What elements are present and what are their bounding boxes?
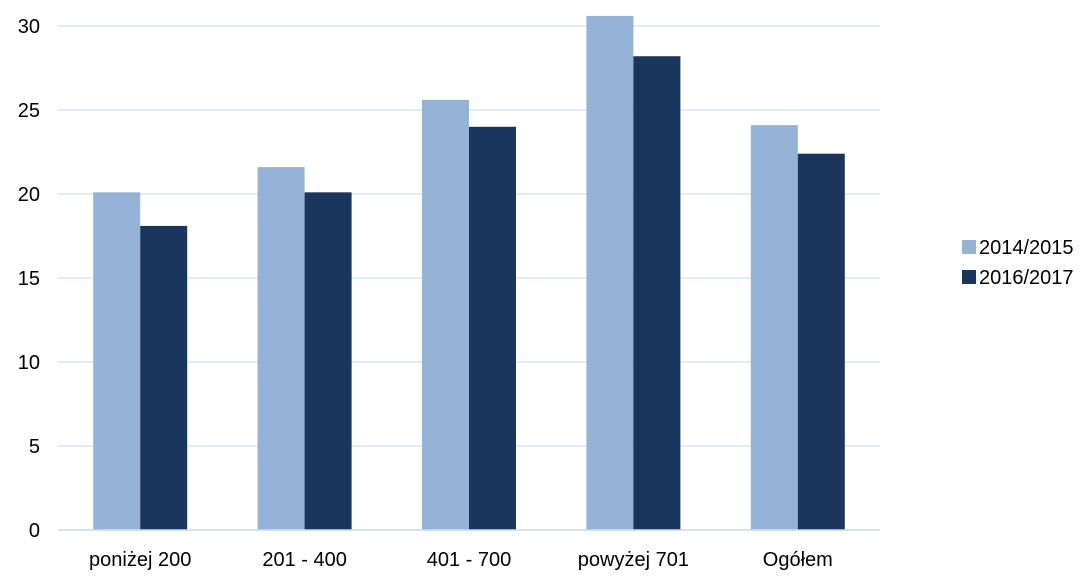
x-axis-tick-labels: poniżej 200 201 - 400 401 - 700 powyżej 701… [89, 549, 833, 571]
legend-label: 2016/2017 [979, 267, 1074, 289]
y-tick-label: 30 [18, 16, 40, 38]
x-tick-label: poniżej 200 [89, 549, 191, 571]
bar-series-2 [469, 126, 516, 531]
x-tick-label: 401 - 700 [427, 549, 512, 571]
bar-series-1 [257, 167, 305, 530]
legend-swatch [962, 240, 976, 254]
x-tick-label: Ogółem [763, 549, 833, 571]
y-axis-tick-labels: 0 5 10 15 20 25 30 [18, 16, 40, 542]
bar-series-2 [304, 192, 352, 530]
y-tick-label: 15 [18, 268, 40, 290]
legend-swatch [962, 270, 976, 284]
bar-series-1 [750, 125, 798, 531]
x-tick-label: 201 - 400 [262, 549, 347, 571]
bar-series-1 [422, 99, 469, 531]
bar-series-1 [586, 15, 634, 531]
x-tick-label: powyżej 701 [578, 549, 689, 571]
y-tick-label: 10 [18, 352, 40, 374]
bar-series-2 [140, 225, 188, 531]
legend: 2014/2015 2016/2017 [962, 237, 1074, 289]
bar-series-2 [633, 56, 681, 531]
bar-series-2 [797, 153, 845, 530]
bar-series-1 [93, 192, 141, 530]
legend-label: 2014/2015 [979, 237, 1074, 259]
y-tick-label: 25 [18, 100, 40, 122]
y-tick-label: 0 [29, 520, 40, 542]
bars [93, 15, 845, 531]
y-tick-label: 20 [18, 184, 40, 206]
y-tick-label: 5 [29, 436, 40, 458]
